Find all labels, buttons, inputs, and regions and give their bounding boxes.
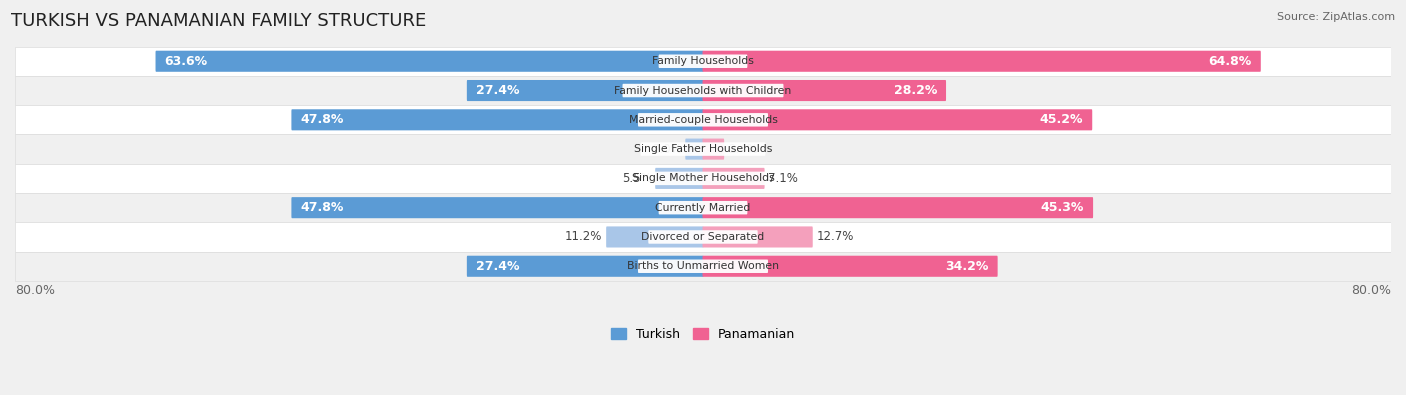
Text: Family Households with Children: Family Households with Children <box>614 86 792 96</box>
Text: Currently Married: Currently Married <box>655 203 751 213</box>
Text: Married-couple Households: Married-couple Households <box>628 115 778 125</box>
FancyBboxPatch shape <box>703 256 998 277</box>
FancyBboxPatch shape <box>15 222 1391 252</box>
FancyBboxPatch shape <box>15 105 1391 134</box>
FancyBboxPatch shape <box>15 47 1391 76</box>
FancyBboxPatch shape <box>703 109 1092 130</box>
Text: 80.0%: 80.0% <box>1351 284 1391 297</box>
Text: 27.4%: 27.4% <box>477 84 519 97</box>
FancyBboxPatch shape <box>703 197 1092 218</box>
Text: 45.2%: 45.2% <box>1039 113 1083 126</box>
FancyBboxPatch shape <box>15 193 1391 222</box>
FancyBboxPatch shape <box>156 51 703 72</box>
FancyBboxPatch shape <box>648 230 758 244</box>
Text: 64.8%: 64.8% <box>1208 55 1251 68</box>
FancyBboxPatch shape <box>638 113 768 126</box>
FancyBboxPatch shape <box>641 172 765 185</box>
FancyBboxPatch shape <box>15 76 1391 105</box>
FancyBboxPatch shape <box>703 51 1261 72</box>
Text: 47.8%: 47.8% <box>301 201 344 214</box>
FancyBboxPatch shape <box>655 168 703 189</box>
FancyBboxPatch shape <box>641 142 765 156</box>
Text: 80.0%: 80.0% <box>15 284 55 297</box>
Text: 27.4%: 27.4% <box>477 260 519 273</box>
Text: Single Father Households: Single Father Households <box>634 144 772 154</box>
Text: 28.2%: 28.2% <box>894 84 936 97</box>
FancyBboxPatch shape <box>291 197 703 218</box>
Text: 5.5%: 5.5% <box>621 172 651 185</box>
FancyBboxPatch shape <box>15 164 1391 193</box>
Text: Source: ZipAtlas.com: Source: ZipAtlas.com <box>1277 12 1395 22</box>
FancyBboxPatch shape <box>15 134 1391 164</box>
FancyBboxPatch shape <box>658 55 748 68</box>
FancyBboxPatch shape <box>623 84 783 97</box>
Text: 11.2%: 11.2% <box>565 230 602 243</box>
FancyBboxPatch shape <box>658 201 748 214</box>
FancyBboxPatch shape <box>15 252 1391 281</box>
Text: Single Mother Households: Single Mother Households <box>631 173 775 183</box>
FancyBboxPatch shape <box>685 139 703 160</box>
FancyBboxPatch shape <box>703 226 813 248</box>
Text: Births to Unmarried Women: Births to Unmarried Women <box>627 261 779 271</box>
FancyBboxPatch shape <box>703 168 765 189</box>
FancyBboxPatch shape <box>606 226 703 248</box>
FancyBboxPatch shape <box>291 109 703 130</box>
Text: 34.2%: 34.2% <box>945 260 988 273</box>
Text: 47.8%: 47.8% <box>301 113 344 126</box>
FancyBboxPatch shape <box>703 80 946 101</box>
Text: 45.3%: 45.3% <box>1040 201 1084 214</box>
FancyBboxPatch shape <box>703 139 724 160</box>
Text: Family Households: Family Households <box>652 56 754 66</box>
Text: Divorced or Separated: Divorced or Separated <box>641 232 765 242</box>
FancyBboxPatch shape <box>467 80 703 101</box>
Legend: Turkish, Panamanian: Turkish, Panamanian <box>606 323 800 346</box>
FancyBboxPatch shape <box>467 256 703 277</box>
Text: 2.4%: 2.4% <box>728 143 758 156</box>
Text: 2.0%: 2.0% <box>652 143 682 156</box>
Text: 63.6%: 63.6% <box>165 55 208 68</box>
FancyBboxPatch shape <box>638 260 768 273</box>
Text: 12.7%: 12.7% <box>817 230 853 243</box>
Text: TURKISH VS PANAMANIAN FAMILY STRUCTURE: TURKISH VS PANAMANIAN FAMILY STRUCTURE <box>11 12 426 30</box>
Text: 7.1%: 7.1% <box>768 172 799 185</box>
